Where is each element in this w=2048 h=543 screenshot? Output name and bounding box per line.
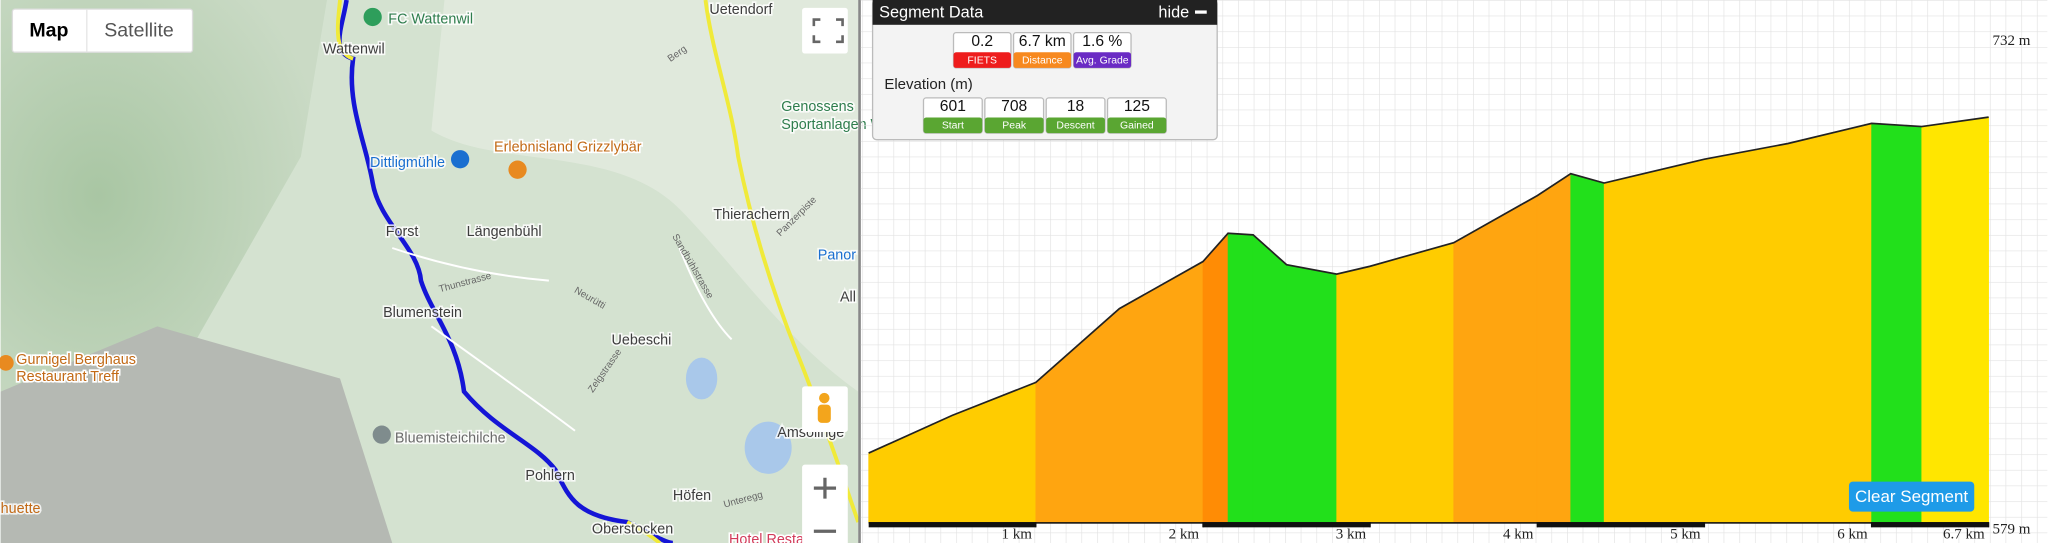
map-button[interactable]: Map — [29, 19, 68, 41]
segment-panel: Segment Data hide Elevation (m) 0.2 FIETS… — [871, 0, 1218, 141]
map-label: Uetendorf — [709, 2, 772, 18]
x-tick-label: 2 km — [1169, 527, 1200, 543]
stat-value: 6.7 km — [1019, 33, 1066, 50]
axis-bar — [868, 522, 1036, 528]
map-type-control — [11, 8, 194, 53]
map[interactable]: FC Wattenwil Uetendorf Wattenwil Genosse… — [0, 0, 893, 543]
fullscreen-button[interactable] — [802, 7, 848, 54]
x-tick-label: 6.7 km — [1943, 527, 1985, 543]
map-label: Höfen — [673, 488, 711, 504]
map-label: Genossens — [781, 99, 854, 115]
map-label: Forst — [386, 224, 419, 240]
stat-tag — [1046, 117, 1105, 134]
stat-value: 0.2 — [971, 33, 993, 50]
clear-segment-button[interactable] — [1848, 481, 1975, 512]
map-label: Panor — [818, 248, 856, 264]
stat-label: Start — [942, 121, 964, 132]
axis-bar — [1537, 522, 1705, 528]
x-tick-label: 5 km — [1670, 527, 1701, 543]
y-tick-label: 732 m — [1992, 33, 2030, 49]
axis-bar — [868, 522, 1989, 524]
x-tick-label: 4 km — [1503, 527, 1534, 543]
grade-band — [1603, 158, 1705, 523]
x-tick-label: 6 km — [1837, 527, 1868, 543]
stat-tag — [1013, 52, 1071, 68]
panel-title: Segment Data — [879, 3, 984, 21]
map-label: Blumenstein — [383, 305, 462, 321]
stat-label: Descent — [1056, 121, 1094, 132]
axis-bar — [1202, 522, 1371, 528]
grade-band — [1202, 232, 1229, 523]
map-label: Uebeschi — [612, 332, 672, 348]
grade-band — [1570, 173, 1605, 523]
stat-value: 601 — [940, 98, 966, 115]
poi-label: Erlebnisland Grizzlybär — [494, 139, 642, 155]
axis-bar — [1871, 522, 1989, 528]
stat-tag — [923, 117, 983, 134]
map-label: Längenbühl — [467, 224, 542, 240]
grade-band — [1252, 234, 1287, 523]
stat-tag — [1073, 52, 1132, 68]
grade-band — [1704, 143, 1789, 523]
stat-label: Peak — [1002, 121, 1027, 132]
elevation-line — [868, 116, 1989, 454]
x-tick-label: 1 km — [1001, 527, 1032, 543]
stat-label: Gained — [1120, 121, 1154, 132]
stat-label: FIETS — [967, 55, 997, 66]
zoom-control — [802, 464, 848, 543]
poi-label: Gurnigel Berghaus — [16, 352, 136, 368]
map-label: Pohlern — [525, 468, 574, 484]
stat-value: 125 — [1124, 98, 1150, 115]
map-label: Oberstocken — [592, 522, 673, 538]
stat-tag — [1107, 117, 1167, 134]
y-tick-label: 579 m — [1992, 521, 2030, 537]
stat-value: 18 — [1067, 98, 1085, 115]
stat-value: 1.6 % — [1082, 33, 1122, 50]
map-label: Thierachern — [713, 207, 790, 223]
satellite-button[interactable]: Satellite — [104, 19, 174, 41]
map-label: Bluemisteichilche — [395, 430, 506, 446]
grade-band — [1369, 242, 1455, 523]
zoom-in[interactable] — [813, 477, 837, 499]
clear-segment-label[interactable]: Clear Segment — [1855, 487, 1968, 506]
poi-label: Hotel Resta — [729, 532, 804, 543]
map-label: Dittligmühle — [370, 155, 445, 171]
map-label: FC Wattenwil — [388, 11, 473, 27]
stat-label: Avg. Grade — [1076, 55, 1129, 66]
grade-band — [1336, 265, 1371, 523]
poi-label: Restaurant Treff — [16, 369, 119, 385]
stat-value: 708 — [1001, 98, 1027, 115]
grade-band — [1871, 123, 1923, 523]
grade-band — [1453, 195, 1538, 523]
map-label: All — [840, 289, 856, 305]
hide-button[interactable]: hide — [1158, 3, 1189, 21]
grade-band — [1536, 173, 1572, 523]
stat-label: Distance — [1022, 55, 1063, 66]
grade-band — [1227, 232, 1254, 523]
map-label: huette — [1, 501, 41, 517]
grade-band — [1286, 264, 1338, 523]
elevation-profile: 1 km 2 km 3 km 4 km 5 km 6 km 6.7 km 732 m 579 m… — [860, 0, 2048, 543]
grade-band — [1921, 116, 1989, 523]
grade-band — [1787, 122, 1872, 523]
x-tick-label: 3 km — [1336, 527, 1367, 543]
stat-tag — [984, 117, 1044, 134]
stat-tag — [953, 52, 1011, 68]
elevation-title: Elevation (m) — [884, 76, 972, 93]
map-label: Wattenwil — [323, 41, 385, 57]
